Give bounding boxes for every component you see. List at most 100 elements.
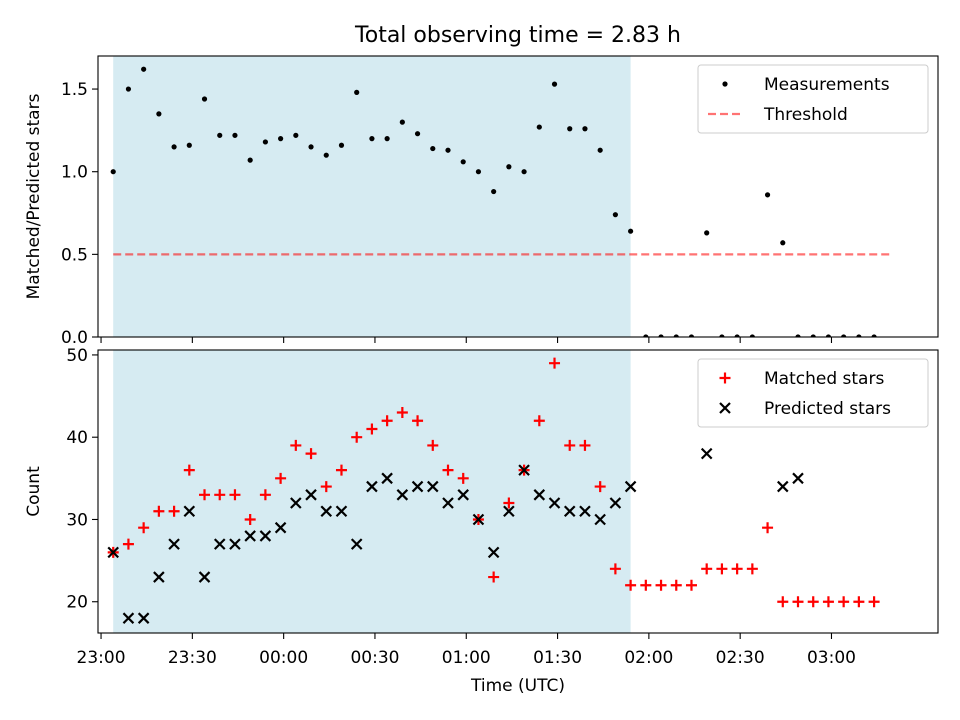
matched-point bbox=[625, 579, 637, 591]
predicted-point bbox=[442, 497, 454, 509]
measurement-point bbox=[567, 126, 573, 132]
matched-point bbox=[670, 579, 682, 591]
y-axis-label: Count bbox=[24, 466, 44, 517]
x-tick-label: 00:00 bbox=[259, 648, 308, 668]
y-tick-label: 1.5 bbox=[61, 80, 88, 100]
y-axis-label: Matched/Predicted stars bbox=[24, 93, 44, 299]
measurement-point bbox=[293, 132, 299, 138]
matched-point bbox=[275, 472, 287, 484]
measurement-point bbox=[201, 96, 208, 102]
matched-point bbox=[457, 472, 469, 484]
x-tick-label: 00:30 bbox=[350, 648, 399, 668]
matched-point bbox=[412, 415, 424, 427]
matched-point bbox=[199, 489, 211, 501]
y-tick-label: 40 bbox=[66, 428, 88, 448]
measurement-point bbox=[612, 212, 618, 218]
predicted-point bbox=[168, 538, 180, 550]
observing-span bbox=[113, 56, 631, 337]
measurement-point bbox=[369, 136, 375, 142]
measurement-point bbox=[414, 131, 421, 137]
measurement-point bbox=[460, 159, 466, 165]
measurement-point bbox=[506, 164, 512, 170]
measurement-point bbox=[323, 152, 329, 158]
x-tick-label: 23:30 bbox=[168, 648, 217, 668]
measurement-point bbox=[247, 157, 253, 163]
measurement-point bbox=[658, 334, 664, 337]
y-tick-label: 50 bbox=[66, 346, 88, 366]
measurement-point bbox=[521, 169, 527, 175]
measurement-point bbox=[551, 81, 558, 87]
measurement-point bbox=[186, 142, 192, 148]
predicted-point bbox=[320, 505, 333, 518]
measurement-point bbox=[780, 240, 786, 246]
legend-box bbox=[697, 358, 929, 428]
predicted-point bbox=[792, 472, 804, 485]
y-tick-label: 0.0 bbox=[61, 328, 88, 348]
measurement-point bbox=[795, 334, 801, 337]
measurement-point bbox=[841, 334, 847, 337]
matched-point bbox=[351, 431, 363, 443]
measurement-point bbox=[354, 89, 360, 95]
matched-point bbox=[579, 439, 591, 451]
measurement-point bbox=[125, 86, 132, 92]
matched-point bbox=[594, 481, 606, 493]
measurement-point bbox=[597, 147, 603, 153]
measurement-point bbox=[156, 111, 162, 117]
legend-dot-icon bbox=[722, 81, 728, 87]
legend-label: Measurements bbox=[764, 75, 890, 95]
matched-point bbox=[701, 563, 713, 575]
matched-point bbox=[503, 497, 515, 509]
matched-point bbox=[807, 596, 819, 608]
matched-point bbox=[564, 439, 576, 451]
legend-box bbox=[697, 64, 929, 134]
measurement-point bbox=[704, 230, 710, 236]
predicted-point bbox=[213, 538, 226, 550]
measurement-point bbox=[171, 144, 177, 150]
matched-point bbox=[533, 415, 545, 427]
matched-point bbox=[259, 489, 271, 501]
matched-point bbox=[640, 579, 652, 591]
predicted-point bbox=[624, 480, 637, 493]
matched-point bbox=[244, 513, 256, 525]
x-tick-label: 01:00 bbox=[442, 648, 491, 668]
matched-point bbox=[762, 522, 774, 534]
predicted-point bbox=[274, 521, 287, 534]
count-panel: 20 30 40 50 Count 23:00 23:30 00:00 00:30 01:00 01… bbox=[24, 346, 939, 696]
matched-point bbox=[381, 415, 393, 427]
matched-point bbox=[290, 439, 302, 451]
predicted-point bbox=[533, 489, 546, 501]
measurement-point bbox=[399, 119, 405, 125]
measurement-point bbox=[628, 228, 634, 234]
legend-label: Matched stars bbox=[764, 369, 884, 389]
x-tick-label: 23:00 bbox=[77, 648, 126, 668]
measurement-point bbox=[810, 334, 816, 337]
matched-point bbox=[838, 596, 850, 608]
matched-point bbox=[320, 481, 332, 493]
x-tick-label: 02:00 bbox=[624, 648, 673, 668]
measurement-point bbox=[749, 334, 755, 337]
matched-point bbox=[427, 439, 439, 451]
matched-point bbox=[168, 505, 180, 517]
measurement-point bbox=[217, 132, 223, 138]
matched-point bbox=[183, 464, 195, 476]
measurement-point bbox=[764, 192, 771, 198]
measurement-point bbox=[491, 188, 497, 195]
matched-point bbox=[822, 596, 834, 608]
measurement-point bbox=[430, 145, 436, 152]
matched-point bbox=[777, 596, 789, 608]
measurement-point bbox=[308, 144, 314, 150]
matched-point bbox=[488, 571, 500, 583]
legend-plus-icon bbox=[719, 372, 731, 384]
matched-point bbox=[853, 596, 865, 608]
predicted-point bbox=[122, 612, 135, 624]
measurement-point bbox=[688, 334, 695, 337]
matched-point bbox=[716, 563, 728, 575]
y-tick-label: 30 bbox=[66, 510, 88, 530]
predicted-point bbox=[579, 505, 591, 518]
y-tick-label: 20 bbox=[66, 593, 88, 613]
matched-point bbox=[366, 423, 378, 435]
measurement-point bbox=[871, 334, 877, 337]
predicted-point bbox=[259, 530, 272, 542]
legend-label: Threshold bbox=[763, 105, 848, 125]
